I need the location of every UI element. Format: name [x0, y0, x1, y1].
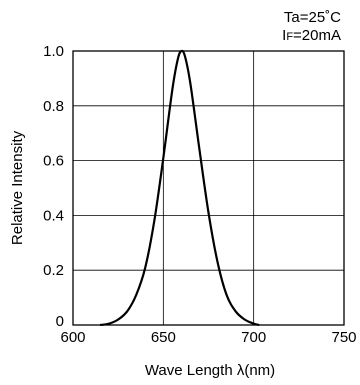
x-axis-ticks: 600 650 700 750: [60, 329, 356, 346]
series-line: [99, 49, 260, 327]
y-tick-label: 0.6: [43, 153, 64, 170]
y-tick-label: 0.8: [43, 98, 64, 115]
y-axis-label: Relative Intensity: [9, 130, 26, 245]
x-tick-label: 750: [331, 329, 356, 346]
y-tick-label: 0.2: [43, 262, 64, 279]
plot-frame: [72, 50, 345, 326]
x-tick-label: 700: [241, 329, 266, 346]
y-tick-label: 1.0: [43, 43, 64, 60]
y-axis-ticks: 0 0.2 0.4 0.6 0.8 1.0: [43, 43, 64, 330]
x-tick-label: 600: [60, 329, 85, 346]
condition-if-sub: F: [286, 31, 293, 43]
y-tick-label: 0: [56, 313, 64, 330]
x-axis-label: Wave Length λ(nm): [145, 362, 275, 379]
x-tick-label: 650: [151, 329, 176, 346]
condition-if-prefix: I: [282, 27, 286, 44]
grid-lines: [73, 51, 344, 325]
condition-ta: Ta=25˚C: [284, 9, 341, 26]
condition-if: IF=20mA: [282, 27, 341, 44]
condition-if-value: =20mA: [293, 27, 341, 44]
y-tick-label: 0.4: [43, 207, 64, 224]
